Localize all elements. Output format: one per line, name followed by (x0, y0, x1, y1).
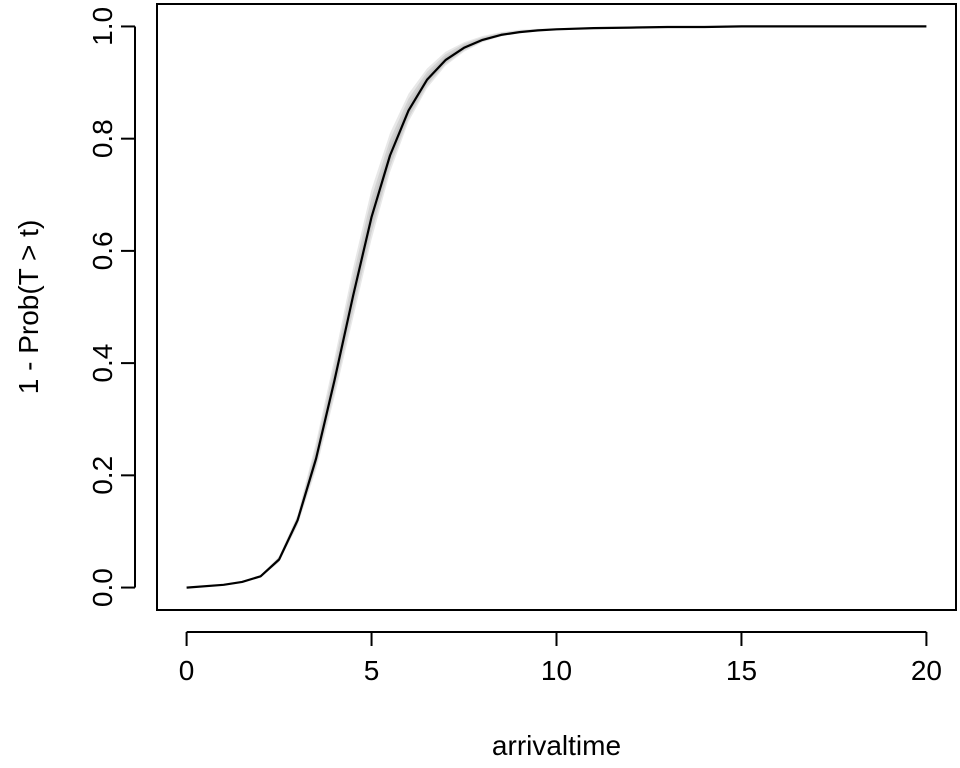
x-axis: 0 5 10 15 20 (179, 631, 942, 686)
y-tick-label-4: 0.8 (87, 119, 118, 158)
x-tick-label-0: 0 (179, 655, 195, 686)
x-tick-label-10: 10 (541, 655, 572, 686)
y-tick-label-5: 1.0 (87, 7, 118, 46)
uncertainty-band-layer-3 (186, 26, 927, 588)
y-tick-label-3: 0.6 (87, 231, 118, 270)
plot-frame (156, 3, 957, 611)
uncertainty-band-group (186, 26, 927, 588)
y-tick-label-1: 0.2 (87, 456, 118, 495)
x-tick-label-15: 15 (726, 655, 757, 686)
uncertainty-band-layer-2 (186, 26, 927, 588)
x-tick-label-5: 5 (364, 655, 380, 686)
y-axis: 0.0 0.2 0.4 0.6 0.8 1.0 (87, 7, 136, 607)
y-axis-title: 1 - Prob(T > t) (13, 220, 44, 395)
uncertainty-band-layer-1 (186, 26, 927, 588)
x-tick-label-20: 20 (911, 655, 942, 686)
x-axis-title: arrivaltime (492, 730, 621, 761)
y-tick-label-2: 0.4 (87, 344, 118, 383)
y-tick-label-0: 0.0 (87, 568, 118, 607)
series-line-1 (186, 25, 927, 589)
series-group (186, 25, 927, 589)
